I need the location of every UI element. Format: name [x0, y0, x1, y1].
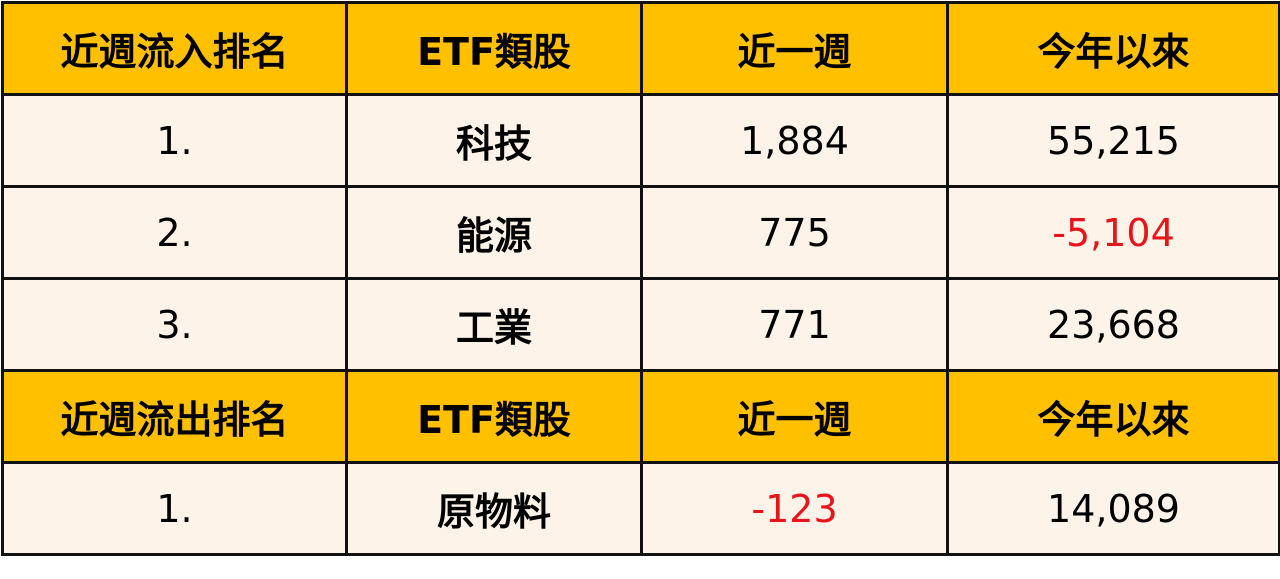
sector: 科技: [345, 93, 643, 188]
table-row: 2. 能源 775 -5,104: [1, 185, 1280, 280]
rank: 2.: [1, 185, 348, 280]
week-flow: 775: [640, 185, 949, 280]
header-week: 近一週: [640, 1, 949, 96]
header-ytd: 今年以來: [946, 369, 1280, 464]
header-outflow-rank: 近週流出排名: [1, 369, 348, 464]
rank: 3.: [1, 277, 348, 372]
header-ytd: 今年以來: [946, 1, 1280, 96]
ytd-flow: -5,104: [946, 185, 1280, 280]
ytd-flow: 14,089: [946, 461, 1280, 556]
header-sector: ETF類股: [345, 369, 643, 464]
week-flow: 1,884: [640, 93, 949, 188]
header-week: 近一週: [640, 369, 949, 464]
sector: 工業: [345, 277, 643, 372]
rank: 1.: [1, 93, 348, 188]
sector: 能源: [345, 185, 643, 280]
rank: 1.: [1, 461, 348, 556]
ytd-flow: 23,668: [946, 277, 1280, 372]
week-flow: 771: [640, 277, 949, 372]
ytd-flow: 55,215: [946, 93, 1280, 188]
etf-flow-table: 近週流入排名 ETF類股 近一週 今年以來 1. 科技 1,884 55,215…: [1, 1, 1280, 556]
table-row: 1. 原物料 -123 14,089: [1, 461, 1280, 556]
table-row: 3. 工業 771 23,668: [1, 277, 1280, 372]
header-sector: ETF類股: [345, 1, 643, 96]
inflow-header-row: 近週流入排名 ETF類股 近一週 今年以來: [1, 1, 1280, 96]
outflow-header-row: 近週流出排名 ETF類股 近一週 今年以來: [1, 369, 1280, 464]
table-row: 1. 科技 1,884 55,215: [1, 93, 1280, 188]
sector: 原物料: [345, 461, 643, 556]
week-flow: -123: [640, 461, 949, 556]
header-inflow-rank: 近週流入排名: [1, 1, 348, 96]
